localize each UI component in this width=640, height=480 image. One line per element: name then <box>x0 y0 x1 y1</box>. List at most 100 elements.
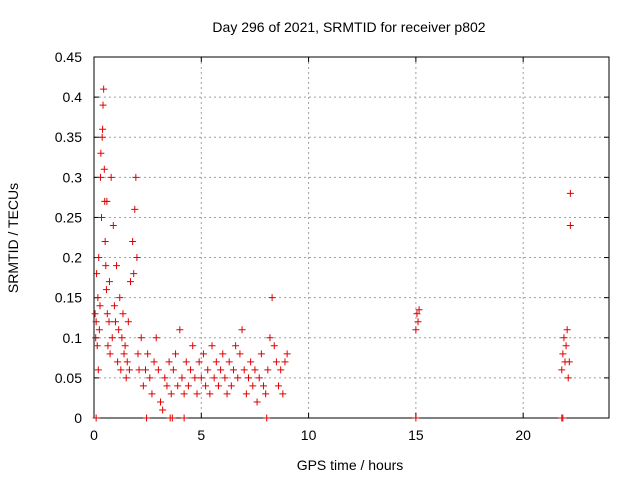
y-tick-label: 0.3 <box>63 169 83 185</box>
data-point <box>414 318 422 326</box>
data-point <box>124 318 132 326</box>
data-point <box>97 149 105 157</box>
grid <box>94 57 609 418</box>
data-point <box>159 406 167 414</box>
data-point <box>262 390 270 398</box>
data-point <box>129 238 137 246</box>
x-tick-label: 15 <box>408 427 424 443</box>
data-point <box>107 173 115 181</box>
data-point <box>101 238 109 246</box>
data-point <box>253 398 261 406</box>
data-point <box>121 342 129 350</box>
data-point <box>559 350 567 358</box>
data-point <box>189 342 197 350</box>
data-point <box>119 310 127 318</box>
data-point <box>565 358 573 366</box>
data-point <box>412 414 420 422</box>
data-point <box>108 334 116 342</box>
data-point <box>125 366 133 374</box>
data-point <box>184 382 192 390</box>
data-point <box>223 390 231 398</box>
data-point <box>132 173 140 181</box>
data-point <box>93 342 101 350</box>
data-point <box>143 414 151 422</box>
y-tick-label: 0.15 <box>55 290 82 306</box>
data-point <box>415 306 423 314</box>
data-point <box>182 358 190 366</box>
data-point <box>242 390 250 398</box>
data-point <box>134 350 142 358</box>
data-point <box>137 334 145 342</box>
data-point <box>106 350 114 358</box>
data-point <box>148 390 156 398</box>
data-point <box>113 262 121 270</box>
data-point <box>221 374 229 382</box>
data-point <box>122 374 130 382</box>
data-point <box>100 165 108 173</box>
data-point <box>95 326 103 334</box>
x-axis-label: GPS time / hours <box>297 457 404 473</box>
data-point <box>157 398 165 406</box>
data-point <box>180 390 188 398</box>
data-point <box>260 382 268 390</box>
data-point <box>110 302 118 310</box>
data-point <box>214 382 222 390</box>
x-tick-label: 20 <box>515 427 531 443</box>
data-point <box>102 262 110 270</box>
data-point <box>142 366 149 374</box>
data-point <box>92 334 100 342</box>
data-point <box>268 294 276 302</box>
y-tick-label: 0.35 <box>55 129 82 145</box>
data-point <box>154 366 162 374</box>
data-point <box>98 133 106 141</box>
data-point <box>197 374 205 382</box>
data-point <box>279 390 287 398</box>
data-point <box>139 382 147 390</box>
data-point <box>264 366 272 374</box>
data-point <box>118 334 126 342</box>
data-point <box>92 414 100 422</box>
data-point <box>178 374 186 382</box>
data-point <box>210 374 218 382</box>
data-point <box>150 358 158 366</box>
data-point <box>115 326 123 334</box>
data-point <box>126 278 134 286</box>
data-point <box>191 374 199 382</box>
data-point <box>187 366 195 374</box>
data-point <box>275 382 283 390</box>
data-point <box>270 342 278 350</box>
data-point <box>131 205 139 213</box>
data-point <box>116 294 124 302</box>
plot-frame <box>93 56 610 419</box>
data-point <box>202 382 210 390</box>
data-point <box>566 189 574 197</box>
data-point <box>566 221 574 229</box>
y-tick-label: 0.05 <box>55 370 82 386</box>
data-point <box>240 366 248 374</box>
data-point <box>135 366 143 374</box>
data-point <box>114 358 122 366</box>
data-point <box>167 390 175 398</box>
data-point <box>152 334 160 342</box>
data-point <box>102 286 110 294</box>
y-tick-label: 0.25 <box>55 209 82 225</box>
axis-ticks: 0 5 10 15 20 0 0.05 0.1 0.15 0.2 0.25 0.3 0.35 0.4 0.4… <box>55 49 609 443</box>
y-tick-label: 0.1 <box>63 330 83 346</box>
data-point <box>263 414 271 422</box>
data-point <box>133 254 141 262</box>
data-point <box>212 358 220 366</box>
data-point <box>195 358 203 366</box>
data-point <box>281 358 289 366</box>
data-point <box>238 326 246 334</box>
data-point <box>95 254 103 262</box>
data-point <box>94 366 102 374</box>
data-point <box>560 334 568 342</box>
data-point <box>255 374 263 382</box>
data-point <box>103 197 111 205</box>
data-point <box>123 358 131 366</box>
data-point <box>229 366 237 374</box>
data-point <box>225 358 233 366</box>
data-point <box>146 374 154 382</box>
data-point <box>109 221 117 229</box>
data-point <box>206 390 214 398</box>
